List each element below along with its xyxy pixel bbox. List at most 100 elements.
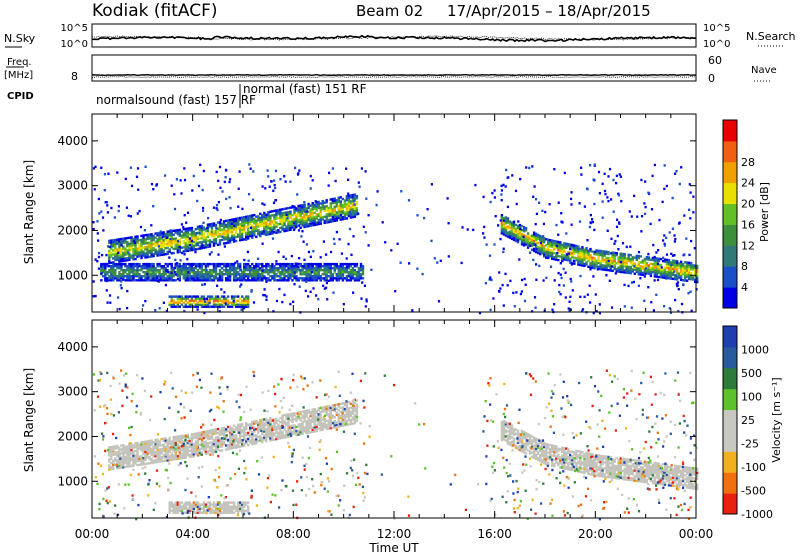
scatter-cell	[118, 238, 121, 241]
scatter-cell	[661, 270, 665, 273]
scatter-cell	[116, 275, 119, 278]
scatter-cell	[210, 511, 214, 514]
scatter-cell	[180, 440, 183, 444]
scatter-cell	[446, 197, 449, 200]
scatter-cell	[106, 262, 109, 266]
scatter-cell	[230, 429, 234, 432]
scatter-cell	[230, 297, 234, 300]
scatter-cell	[621, 262, 624, 266]
scatter-cell	[178, 503, 181, 506]
scatter-cell	[579, 295, 582, 298]
scatter-cell	[198, 229, 202, 232]
scatter-cell	[259, 224, 262, 228]
scatter-cell	[112, 241, 115, 244]
scatter-cell	[305, 267, 308, 270]
scatter-cell	[226, 301, 230, 304]
scatter-cell	[188, 441, 191, 444]
scatter-cell	[188, 233, 191, 236]
scatter-cell	[343, 201, 347, 204]
scatter-cell	[116, 265, 119, 268]
scatter-cell	[158, 247, 161, 251]
scatter-cell	[565, 258, 568, 262]
scatter-cell	[355, 279, 359, 282]
scatter-cell	[293, 276, 296, 279]
scatter-cell	[289, 269, 292, 272]
scatter-cell	[671, 267, 675, 270]
scatter-cell	[166, 250, 169, 254]
scatter-cell	[647, 270, 651, 273]
scatter-cell	[522, 228, 526, 231]
scatter-cell	[549, 251, 552, 254]
scatter-cell	[367, 244, 370, 247]
scatter-cell	[200, 297, 204, 300]
scatter-cell	[160, 239, 163, 242]
scatter-cell	[239, 232, 242, 236]
scatter-cell	[218, 299, 222, 302]
scatter-cell	[265, 227, 268, 230]
scatter-cell	[658, 218, 661, 222]
scatter-cell	[669, 311, 673, 314]
scatter-cell	[247, 501, 250, 504]
scatter-cell	[647, 252, 650, 256]
nsearch-trace	[91, 35, 697, 41]
scatter-cell	[553, 239, 556, 243]
scatter-cell	[142, 279, 145, 282]
scatter-cell	[198, 505, 202, 508]
scatter-cell	[106, 271, 109, 274]
scatter-cell	[643, 263, 647, 267]
scatter-cell	[202, 511, 206, 514]
scatter-cell	[176, 233, 179, 236]
scatter-cell	[649, 222, 652, 226]
scatter-cell	[530, 238, 534, 241]
scatter-cell	[152, 459, 155, 462]
scatter-cell	[253, 438, 256, 441]
scatter-cell	[601, 256, 604, 259]
scatter-cell	[128, 279, 131, 282]
scatter-cell	[176, 265, 179, 268]
scatter-cell	[216, 279, 220, 282]
scatter-cell	[301, 230, 304, 233]
scatter-cell	[222, 226, 226, 229]
scatter-cell	[447, 222, 450, 225]
scatter-cell	[567, 255, 570, 258]
scatter-cell	[156, 440, 159, 443]
scatter-cell	[206, 275, 210, 278]
scatter-cell	[114, 240, 117, 244]
scatter-cell	[694, 278, 697, 281]
scatter-cell	[331, 267, 334, 270]
scatter-cell	[128, 252, 131, 256]
scatter-cell	[269, 427, 272, 430]
scatter-cell	[206, 271, 210, 274]
scatter-cell	[270, 180, 273, 183]
scatter-cell	[508, 232, 512, 235]
scatter-cell	[345, 277, 349, 280]
scatter-cell	[180, 265, 183, 268]
scatter-cell	[667, 265, 671, 268]
scatter-cell	[559, 249, 562, 252]
scatter-cell	[158, 273, 161, 276]
scatter-cell	[170, 252, 173, 255]
scatter-cell	[641, 265, 644, 268]
scatter-cell	[303, 201, 306, 204]
scatter-cell	[186, 267, 189, 270]
scatter-cell	[255, 436, 258, 439]
scatter-cell	[112, 445, 115, 448]
scatter-cell	[221, 190, 224, 193]
scatter-cell	[148, 451, 151, 455]
scatter-cell	[243, 301, 246, 304]
scatter-cell	[126, 244, 129, 248]
scatter-cell	[530, 242, 534, 245]
scatter-cell	[571, 252, 574, 255]
scatter-cell	[228, 445, 232, 448]
scatter-cell	[237, 271, 240, 274]
scatter-cell	[118, 448, 121, 451]
scatter-cell	[212, 230, 216, 233]
scatter-cell	[291, 218, 294, 221]
scatter-cell	[214, 271, 218, 274]
scatter-cell	[251, 226, 254, 229]
scatter-cell	[245, 303, 248, 306]
scatter-cell	[641, 273, 644, 276]
scatter-cell	[230, 218, 234, 221]
scatter-cell	[182, 242, 185, 245]
scatter-cell	[247, 219, 250, 222]
